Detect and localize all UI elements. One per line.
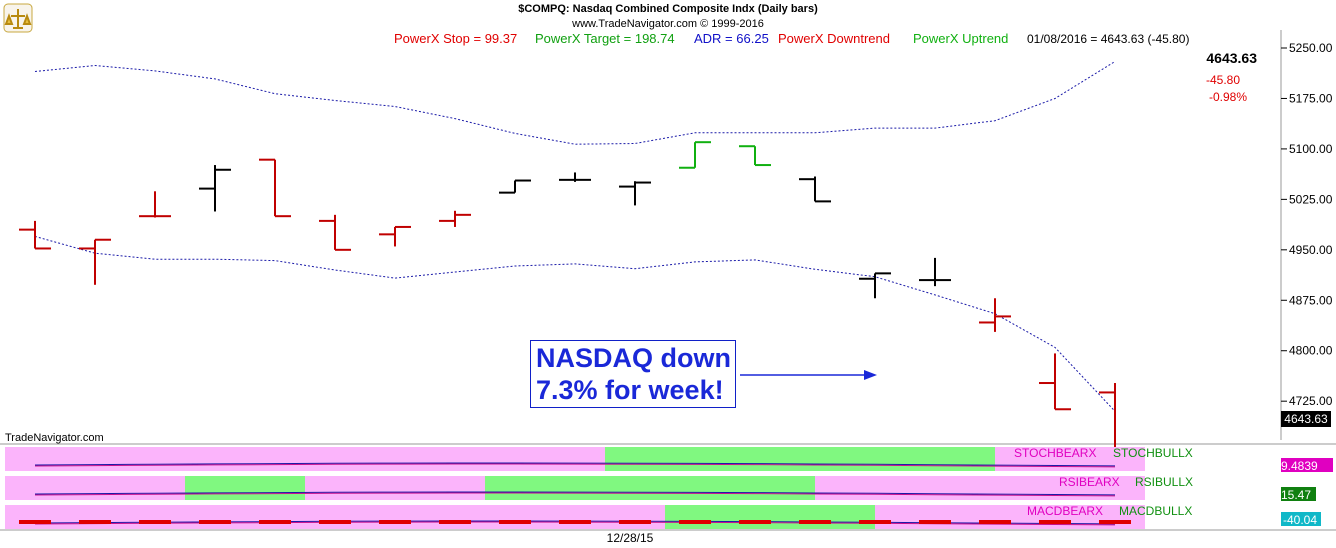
stoch-bull-zone xyxy=(605,447,995,471)
macd-histogram-bar xyxy=(979,520,1011,524)
ohlc-bar xyxy=(559,172,591,182)
macd-value-tag xyxy=(1281,512,1321,526)
macd-histogram-bar xyxy=(799,520,831,524)
adr-value: ADR = 66.25 xyxy=(694,31,769,46)
ohlc-bar xyxy=(799,176,831,203)
y-axis: 4725.00 4800.00 4875.00 4950.00 5025.00 5100.… xyxy=(1281,41,1333,408)
y-tick-label: 5100.00 xyxy=(1289,142,1333,156)
y-tick-label: 5025.00 xyxy=(1289,192,1333,206)
trade-navigator-logo xyxy=(3,3,33,33)
macd-value: -40.04 xyxy=(1283,513,1317,527)
chart-title: $COMPQ: Nasdaq Combined Composite Indx (… xyxy=(518,3,818,15)
macd-histogram-bar xyxy=(199,520,231,524)
ohlc-bar xyxy=(859,272,891,299)
macd-histogram-bar xyxy=(439,520,471,524)
last-price-percent: -0.98% xyxy=(1209,90,1247,104)
stoch-panel xyxy=(5,447,1145,471)
copyright-text: www.TradeNavigator.com © 1999-2016 xyxy=(571,18,764,30)
macd-histogram-bar xyxy=(739,520,771,524)
rsi-signal-line xyxy=(34,492,1116,497)
macd-bull-label: MACDBULLX xyxy=(1119,504,1192,518)
stoch-signal-line xyxy=(34,463,1116,468)
lower-band-line xyxy=(34,235,1116,412)
rsi-bull-label: RSIBULLX xyxy=(1135,475,1193,489)
ohlc-bar xyxy=(319,214,351,251)
ohlc-bar xyxy=(439,210,471,227)
watermark: TradeNavigator.com xyxy=(5,432,104,444)
macd-histogram-bar xyxy=(859,520,891,524)
ohlc-bar xyxy=(979,298,1011,332)
macd-histogram-bar xyxy=(139,520,171,524)
macd-histogram-bar xyxy=(319,520,351,524)
ohlc-bar xyxy=(499,179,531,194)
ohlc-bar xyxy=(379,225,411,247)
macd-histogram-bar xyxy=(919,520,951,524)
macd-histogram-bar xyxy=(1039,520,1071,524)
macd-histogram-bar xyxy=(559,520,591,524)
rsi-value-tag xyxy=(1281,487,1316,501)
powerx-uptrend: PowerX Uptrend xyxy=(913,31,1008,46)
macd-histogram-bar xyxy=(619,520,651,524)
date-label: 12/28/15 xyxy=(607,531,654,545)
macd-histogram-bar xyxy=(259,520,291,524)
macd-histogram-bar xyxy=(499,520,531,524)
ohlc-bar xyxy=(79,238,111,285)
y-tick-label: 5250.00 xyxy=(1289,41,1333,55)
powerx-stop: PowerX Stop = 99.37 xyxy=(394,31,517,46)
stoch-value-tag xyxy=(1281,458,1333,472)
macd-panel xyxy=(5,505,1145,529)
y-tick-label: 4950.00 xyxy=(1289,243,1333,257)
ohlc-bar xyxy=(139,191,171,218)
y-tick-label: 5175.00 xyxy=(1289,91,1333,105)
callout-line-2: 7.3% for week! xyxy=(536,375,724,405)
price-bands xyxy=(34,61,1116,412)
upper-band-line xyxy=(34,61,1116,145)
macd-histogram-bar xyxy=(19,520,51,524)
macd-bull-zone xyxy=(665,505,875,529)
macd-histogram-bar xyxy=(1099,520,1131,524)
y-tick-label: 4875.00 xyxy=(1289,293,1333,307)
callout-arrow xyxy=(740,370,877,380)
rsi-bear-label: RSIBEARX xyxy=(1059,475,1120,489)
ohlc-bar xyxy=(919,257,951,287)
rsi-panel xyxy=(5,476,1145,500)
stoch-value: 9.4839 xyxy=(1281,459,1318,473)
price-bars xyxy=(19,141,1131,457)
rsi-bull-zone xyxy=(185,476,305,500)
rsi-line xyxy=(34,491,1116,496)
stoch-bull-label: STOCHBULLX xyxy=(1113,446,1193,460)
callout-line-1: NASDAQ down xyxy=(536,343,731,373)
last-price-tag-text: 4643.63 xyxy=(1284,412,1328,426)
powerx-target: PowerX Target = 198.74 xyxy=(535,31,675,46)
y-tick-label: 4725.00 xyxy=(1289,394,1333,408)
callout-box: NASDAQ down 7.3% for week! xyxy=(530,340,736,408)
y-tick-label: 4800.00 xyxy=(1289,344,1333,358)
last-price-value: 4643.63 xyxy=(1206,50,1257,66)
stoch-bear-label: STOCHBEARX xyxy=(1014,446,1096,460)
stoch-line xyxy=(34,462,1116,467)
macd-bear-zone xyxy=(5,505,1145,529)
ohlc-bar xyxy=(199,165,231,212)
macd-histogram-bar xyxy=(679,520,711,524)
ohlc-bar xyxy=(19,220,51,250)
last-price-change: -45.80 xyxy=(1206,73,1240,87)
rsi-bull-zone xyxy=(485,476,815,500)
last-price-tag xyxy=(1281,411,1331,427)
last-quote: 01/08/2016 = 4643.63 (-45.80) xyxy=(1027,32,1189,46)
macd-histogram-bar xyxy=(79,520,111,524)
indicator-panels xyxy=(5,447,1145,529)
powerx-downtrend: PowerX Downtrend xyxy=(778,31,890,46)
ohlc-bar xyxy=(259,158,291,218)
rsi-value: 15.47 xyxy=(1281,488,1311,502)
ohlc-bar xyxy=(1039,353,1071,411)
macd-bear-label: MACDBEARX xyxy=(1027,504,1103,518)
macd-histogram-bar xyxy=(379,520,411,524)
ohlc-bar xyxy=(739,145,771,167)
ohlc-bar xyxy=(679,141,711,169)
ohlc-bar xyxy=(619,181,651,206)
